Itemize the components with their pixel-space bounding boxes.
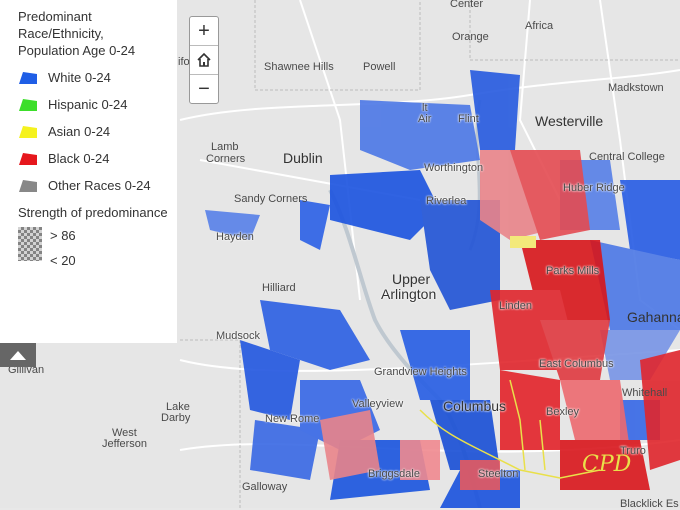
white-tracts xyxy=(205,70,680,508)
legend-title: Predominant Race/Ethnicity, Population A… xyxy=(18,9,136,58)
place-label: Dublin xyxy=(283,150,323,166)
place-label: Whitehall xyxy=(622,387,668,399)
place-label: Sandy Corners xyxy=(234,193,308,205)
place-label: Arlington xyxy=(381,286,437,302)
place-label: Darby xyxy=(161,412,191,424)
strength-low-label: < 20 xyxy=(50,253,76,268)
place-label: Columbus xyxy=(443,398,507,414)
place-label: Riverlea xyxy=(426,195,467,207)
home-button[interactable] xyxy=(190,46,218,75)
place-label: Briggsdale xyxy=(368,468,420,480)
legend-panel: Predominant Race/Ethnicity, Population A… xyxy=(0,0,177,343)
legend-item-label: Asian 0-24 xyxy=(48,124,111,139)
place-label: Africa xyxy=(525,20,554,32)
strength-title: Strength of predominance xyxy=(18,205,168,220)
place-label: lt xyxy=(422,102,428,114)
place-label: Flint xyxy=(458,113,479,125)
gray-swatch-icon xyxy=(18,179,38,193)
collapse-legend-button[interactable] xyxy=(0,343,36,367)
place-label: New Rome xyxy=(265,413,320,425)
place-label: Grandview Heights xyxy=(374,366,467,378)
zoom-control: + − xyxy=(189,16,219,104)
place-label: Powell xyxy=(363,61,396,73)
place-label: West xyxy=(112,427,137,439)
place-label: Upper xyxy=(392,271,431,287)
place-label: Bexley xyxy=(546,406,580,418)
legend-item: Other Races 0-24 xyxy=(18,177,177,194)
place-label: Jefferson xyxy=(102,438,148,450)
place-label: Hayden xyxy=(216,231,254,243)
place-label: East Columbus xyxy=(539,358,614,370)
red-swatch-icon xyxy=(18,152,38,166)
place-label: Central College xyxy=(589,151,665,163)
asian-tract xyxy=(510,236,536,248)
legend-item-label: White 0-24 xyxy=(48,70,111,85)
place-label: Gahanna xyxy=(627,309,680,325)
legend-item: White 0-24 xyxy=(18,69,177,86)
place-label: Gillivan xyxy=(8,364,45,376)
place-label: Corners xyxy=(206,153,246,165)
strength-gradient-icon xyxy=(18,227,42,261)
green-swatch-icon xyxy=(18,98,38,112)
place-label: Truro xyxy=(620,445,646,457)
place-label: Orange xyxy=(452,31,489,43)
place-label: Air xyxy=(418,113,432,125)
place-label: Center xyxy=(450,0,484,10)
yellow-swatch-icon xyxy=(18,125,38,139)
legend-item: Hispanic 0-24 xyxy=(18,96,177,113)
place-label: Steelton xyxy=(478,468,519,480)
legend-item: Asian 0-24 xyxy=(18,123,177,140)
place-label: Blacklick Es xyxy=(620,498,679,510)
triangle-up-icon xyxy=(10,351,26,360)
place-label: Huber Ridge xyxy=(563,182,625,194)
place-label: Mudsock xyxy=(216,330,261,342)
place-label: Parks Mills xyxy=(546,265,600,277)
place-label: Madkstown xyxy=(608,82,664,94)
black-tracts xyxy=(320,150,680,490)
zoom-in-button[interactable]: + xyxy=(190,17,218,46)
legend-item-label: Black 0-24 xyxy=(48,151,110,166)
place-label: Linden xyxy=(499,300,533,312)
home-icon xyxy=(197,52,211,67)
legend-item-label: Hispanic 0-24 xyxy=(48,97,128,112)
place-label: Lamb xyxy=(211,141,239,153)
place-label: Galloway xyxy=(242,481,288,493)
legend-item: Black 0-24 xyxy=(18,150,177,167)
place-label: ifo xyxy=(178,56,190,68)
place-label: Westerville xyxy=(535,113,604,129)
strength-high-label: > 86 xyxy=(50,228,76,243)
place-label: Valleyview xyxy=(352,398,404,410)
blue-swatch-icon xyxy=(18,71,38,85)
place-label: Shawnee Hills xyxy=(264,61,334,73)
cpd-annotation: CPD xyxy=(582,452,632,477)
zoom-out-button[interactable]: − xyxy=(198,77,210,100)
place-label: Lake xyxy=(166,401,190,413)
legend-item-label: Other Races 0-24 xyxy=(48,178,151,193)
place-label: Worthington xyxy=(424,162,484,174)
place-label: Hilliard xyxy=(262,282,296,294)
